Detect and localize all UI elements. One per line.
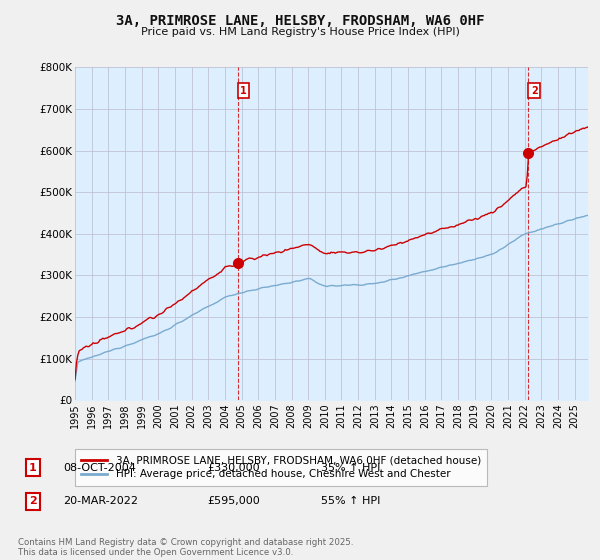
Text: £330,000: £330,000	[207, 463, 260, 473]
Text: 1: 1	[29, 463, 37, 473]
Legend: 3A, PRIMROSE LANE, HELSBY, FRODSHAM, WA6 0HF (detached house), HPI: Average pric: 3A, PRIMROSE LANE, HELSBY, FRODSHAM, WA6…	[75, 449, 487, 486]
Text: 2: 2	[29, 496, 37, 506]
Text: 55% ↑ HPI: 55% ↑ HPI	[321, 496, 380, 506]
Text: Price paid vs. HM Land Registry's House Price Index (HPI): Price paid vs. HM Land Registry's House …	[140, 27, 460, 38]
Text: 2: 2	[531, 86, 538, 96]
Text: 20-MAR-2022: 20-MAR-2022	[63, 496, 138, 506]
Text: Contains HM Land Registry data © Crown copyright and database right 2025.
This d: Contains HM Land Registry data © Crown c…	[18, 538, 353, 557]
Text: £595,000: £595,000	[207, 496, 260, 506]
Text: 08-OCT-2004: 08-OCT-2004	[63, 463, 136, 473]
Text: 35% ↑ HPI: 35% ↑ HPI	[321, 463, 380, 473]
Text: 1: 1	[240, 86, 247, 96]
Text: 3A, PRIMROSE LANE, HELSBY, FRODSHAM, WA6 0HF: 3A, PRIMROSE LANE, HELSBY, FRODSHAM, WA6…	[116, 14, 484, 28]
